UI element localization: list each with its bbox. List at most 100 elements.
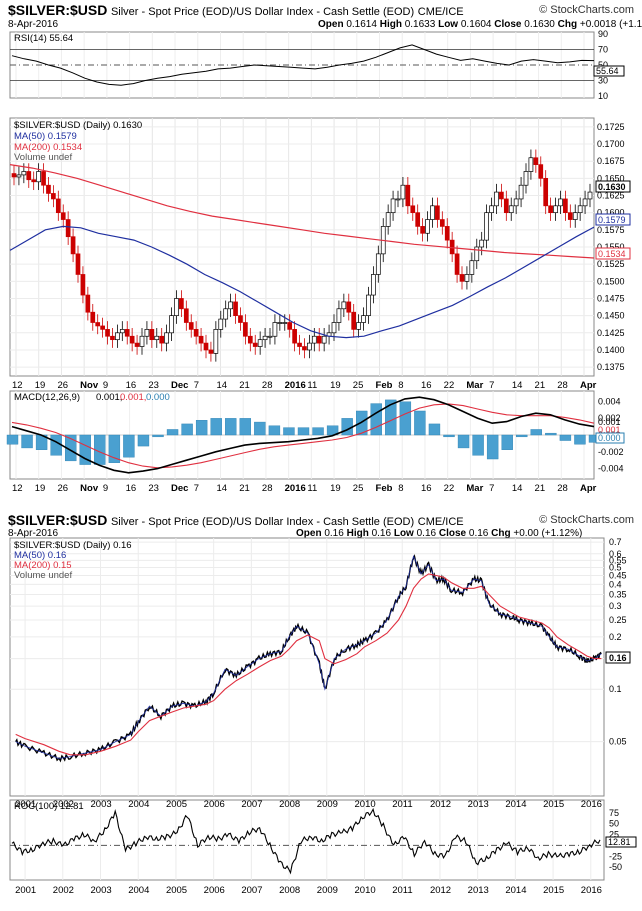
candle-body — [395, 198, 401, 201]
macd-hist-bar — [166, 429, 179, 436]
candle-body — [203, 342, 209, 351]
candle-body — [11, 173, 17, 178]
close-last-badge — [595, 180, 631, 193]
price-tick: 0.1550 — [597, 242, 625, 252]
rsi-tick: 50 — [598, 60, 608, 70]
ma200-line — [9, 164, 595, 259]
x-label-top: 8 — [398, 380, 403, 391]
x-label-bottom: 26 — [57, 483, 68, 494]
x-label-top: 22 — [444, 380, 455, 391]
chart2-symbol: $SILVER:$USD — [8, 512, 108, 528]
roc-line — [11, 807, 601, 875]
x-label-top: 25 — [353, 380, 364, 391]
macd-tick: -0.004 — [598, 464, 624, 474]
x-label-top: 11 — [307, 380, 317, 391]
chart1-subtitle: Silver - Spot Price (EOD)/US Dollar Inde… — [110, 6, 415, 18]
long-tick: 0.3 — [609, 601, 622, 611]
candle-body — [375, 253, 381, 275]
chart1-stockcharts-logo: © StockCharts.com — [539, 4, 634, 16]
roc-x-label: 2003 — [91, 885, 112, 896]
macd-tick: 0.002 — [598, 413, 621, 423]
roc-last-badge — [605, 836, 637, 848]
macd-label-hist: 0.000 — [146, 392, 170, 403]
candle-body — [316, 335, 322, 344]
x-label-bottom: 28 — [262, 483, 273, 494]
candle-body — [31, 179, 37, 183]
macd-hist-bar — [501, 434, 513, 450]
candle-body — [90, 311, 96, 323]
candle-body — [400, 184, 406, 200]
gridlines — [10, 32, 604, 880]
long-tick: 0.6 — [609, 549, 622, 559]
x-label-top: Mar — [466, 380, 483, 391]
long-tick: 0.55 — [609, 555, 627, 565]
ma200-last-value: 0.1534 — [598, 249, 626, 259]
x-label-top: 26 — [57, 380, 68, 391]
x-label-bottom: Dec — [171, 483, 188, 494]
long-tick: 0.35 — [609, 590, 627, 600]
long-tick: 0.7 — [609, 537, 622, 547]
x-label-bottom: 9 — [103, 483, 108, 494]
rsi-series — [11, 44, 595, 86]
candle-body — [183, 308, 189, 323]
long-tick: 0.25 — [609, 615, 627, 625]
chart1-ohlc: Open 0.1614 High 0.1633 Low 0.1604 Close… — [318, 19, 642, 30]
macd-hist-bar — [428, 423, 441, 436]
candle-body — [307, 342, 312, 351]
candle-body — [75, 253, 81, 275]
x-label-bottom: 8 — [398, 483, 403, 494]
x-label-top: 19 — [35, 380, 46, 391]
candle-body — [538, 164, 544, 179]
macd-hist-bar — [370, 403, 382, 436]
macd-label-prefix: MACD(12,26,9) — [14, 392, 80, 403]
macd-hist-bar — [195, 420, 208, 436]
macd-hist-bar — [457, 434, 470, 449]
ma50-last-badge — [595, 213, 631, 226]
rsi-line — [11, 44, 595, 86]
rsi-last-value: 55.64 — [596, 66, 619, 76]
long-close-badge — [605, 651, 631, 664]
candle-body — [115, 332, 120, 341]
macd-hist-bar — [152, 434, 164, 438]
x-label-bottom: 7 — [489, 483, 494, 494]
macd-hist-bar — [225, 418, 237, 436]
rsi-tick: 30 — [598, 76, 608, 86]
roc-x-label: 2004 — [128, 885, 149, 896]
macd-hist-bar — [79, 434, 91, 465]
candle-body — [356, 322, 361, 330]
x-label-top: 21 — [535, 380, 546, 391]
candle-body — [179, 298, 184, 310]
roc-x-label: 2012 — [430, 885, 451, 896]
long-close-value: 0.16 — [609, 653, 627, 663]
price-tick: 0.1725 — [597, 122, 625, 132]
candle-body — [36, 171, 41, 183]
candle-body — [528, 157, 534, 172]
x-label-top: 9 — [103, 380, 108, 391]
ma200-last-badge — [595, 247, 631, 260]
ma200-label: MA(200) 0.1534 — [14, 142, 82, 153]
roc-last-value: 12.81 — [608, 837, 631, 847]
candle-body — [469, 260, 475, 275]
macd-hist-bar — [239, 418, 252, 436]
candle-body — [474, 246, 480, 262]
x-label-top: 2016 — [285, 380, 306, 391]
candle-body — [449, 239, 455, 255]
candle-body — [311, 335, 317, 344]
candle-body — [16, 174, 22, 178]
roc-x-label: 2014 — [505, 885, 526, 896]
price-tick: 0.1400 — [597, 345, 625, 355]
chart2-title: $SILVER:$USD Silver - Spot Price (EOD)/U… — [8, 512, 464, 528]
candle-body — [430, 205, 435, 220]
long-x-label: 2001 — [15, 799, 36, 810]
macd-last-3: 0.000 — [598, 433, 621, 443]
close-last-value: 0.1630 — [598, 182, 626, 192]
x-label-bottom: 16 — [421, 483, 432, 494]
candle-body — [572, 212, 578, 220]
candle-body — [159, 335, 165, 344]
x-label-bottom: 16 — [126, 483, 137, 494]
x-label-top: 21 — [239, 380, 250, 391]
roc-x-label: 2002 — [53, 885, 74, 896]
candle-body — [218, 318, 224, 330]
candle-body — [587, 191, 593, 200]
candle-body — [420, 226, 425, 234]
